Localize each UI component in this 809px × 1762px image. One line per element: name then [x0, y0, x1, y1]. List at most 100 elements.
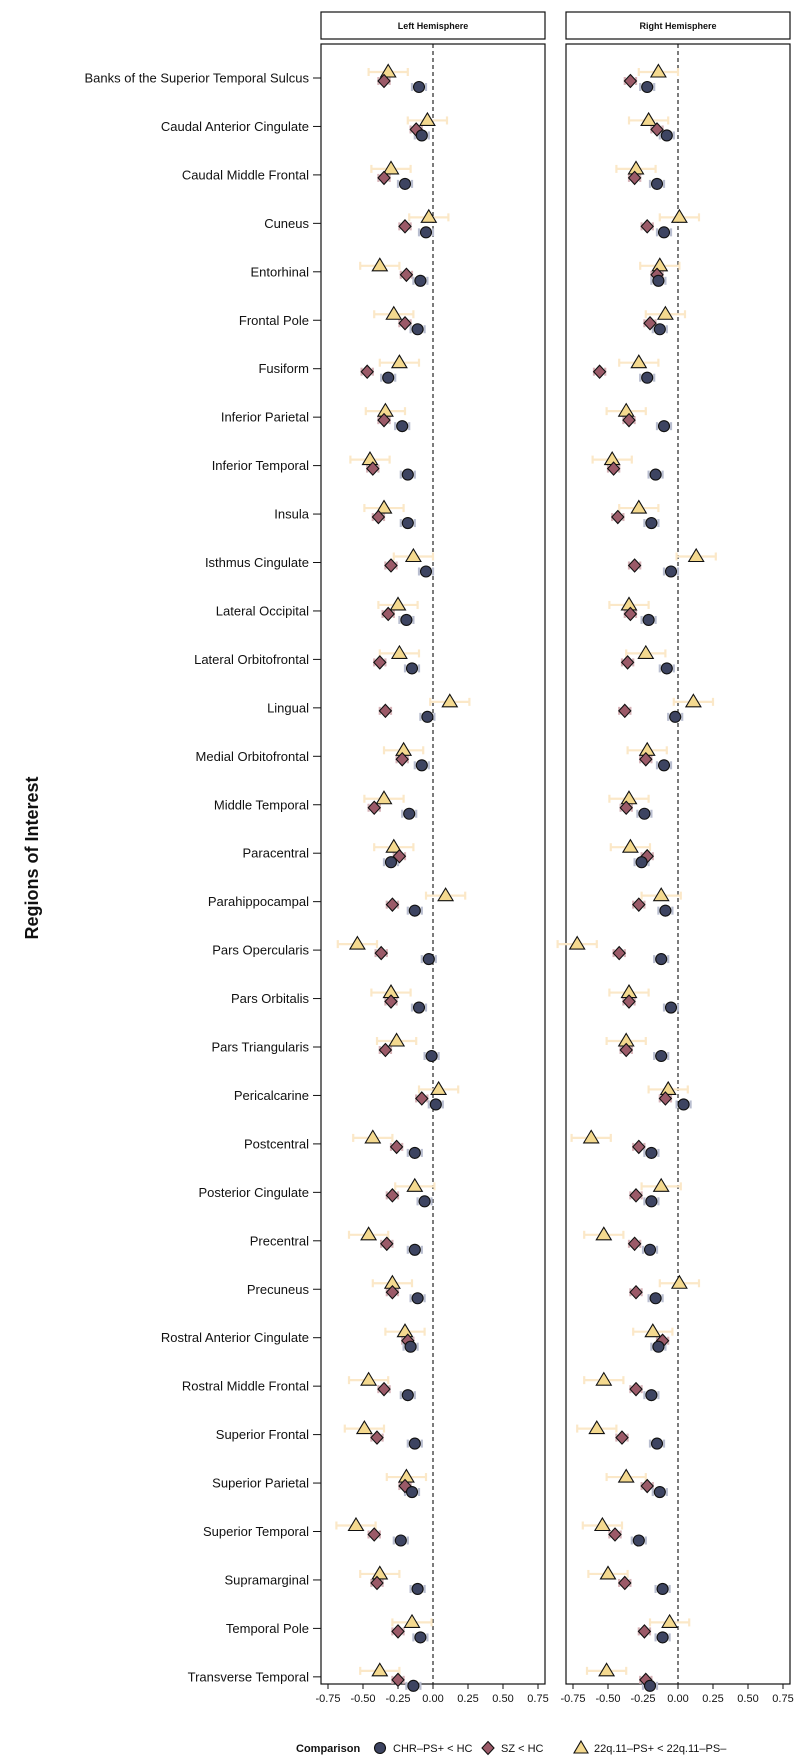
point-22q [430, 1080, 448, 1095]
point-22q [582, 1129, 600, 1144]
point-sz [632, 897, 646, 912]
point-chr-ps [412, 1001, 426, 1014]
point-22q [652, 1177, 670, 1192]
point-chr-ps [650, 1437, 664, 1450]
point-sz [398, 315, 412, 331]
point-22q [617, 402, 635, 417]
region-label: Pars Triangularis [211, 1040, 309, 1055]
point-chr-ps [653, 1486, 666, 1499]
point-chr-ps [664, 565, 678, 578]
region-label: Supramarginal [224, 1572, 309, 1587]
point-sz [623, 606, 638, 622]
point-sz [627, 558, 642, 573]
region-label: Temporal Pole [226, 1621, 309, 1636]
region-label: Pars Opercularis [212, 943, 309, 958]
point-22q [371, 1565, 389, 1580]
region-label: Insula [274, 507, 309, 522]
point-sz [398, 219, 412, 234]
point-chr-ps [415, 129, 428, 142]
point-chr-ps [418, 1195, 431, 1208]
point-chr-ps [657, 226, 671, 239]
point-chr-ps [660, 129, 673, 142]
point-sz [627, 170, 642, 186]
region-label: Caudal Anterior Cingulate [161, 119, 309, 134]
point-chr-ps [642, 613, 655, 627]
point-sz [377, 170, 391, 186]
point-22q [621, 838, 639, 853]
point-chr-ps [401, 516, 414, 530]
point-22q [395, 741, 413, 756]
point-sz [623, 73, 638, 89]
point-sz [385, 1188, 400, 1203]
x-tick-label: 0.25 [702, 1693, 723, 1705]
point-22q [364, 1129, 382, 1144]
point-sz [367, 800, 381, 816]
point-chr-ps [419, 565, 433, 578]
point-chr-ps [408, 1437, 421, 1450]
point-sz [612, 945, 626, 961]
point-sz [592, 364, 607, 380]
point-chr-ps [408, 1243, 421, 1256]
legend-circle-icon [373, 1741, 387, 1755]
x-tick-label: 0.00 [422, 1693, 443, 1705]
point-chr-ps [404, 1340, 417, 1353]
region-label: Parahippocampal [208, 894, 309, 909]
x-tick-label: 0.75 [772, 1693, 793, 1705]
point-sz [399, 267, 414, 283]
point-chr-ps [652, 274, 665, 287]
region-label: Paracentral [243, 846, 310, 861]
point-chr-ps [656, 1582, 669, 1595]
point-sz [619, 800, 633, 816]
point-sz [384, 994, 398, 1009]
region-label: Cuneus [264, 216, 309, 231]
region-label: Medial Orbitofrontal [196, 749, 310, 764]
point-chr-ps [384, 856, 398, 869]
point-22q [638, 741, 656, 756]
point-chr-ps [645, 516, 658, 530]
x-tick-label: 0.50 [492, 1693, 513, 1705]
point-chr-ps [411, 323, 424, 336]
point-chr-ps [411, 1292, 424, 1305]
point-sz [627, 1236, 642, 1252]
point-chr-ps [677, 1098, 690, 1111]
region-label: Inferior Parietal [221, 410, 309, 425]
x-tick-label: -0.25 [385, 1693, 410, 1705]
point-sz [378, 703, 393, 719]
point-22q [687, 547, 705, 563]
y-axis-title: Regions of Interest [22, 776, 42, 939]
point-22q [396, 1323, 414, 1338]
point-22q [420, 208, 438, 223]
point-22q [649, 63, 667, 78]
point-sz [640, 1478, 654, 1494]
point-sz [367, 1527, 381, 1542]
point-22q [640, 111, 658, 126]
region-label: Fusiform [258, 361, 309, 376]
point-22q [355, 1420, 373, 1435]
strip-box [320, 11, 546, 40]
point-22q [360, 1371, 378, 1386]
region-label: Superior Parietal [212, 1476, 309, 1491]
panel-right-hemisphere: Right Hemisphere -0.75 -0.50 -0.25 0.00 0.25 0… [556, 11, 794, 1705]
point-sz [377, 1381, 391, 1397]
point-22q [670, 1274, 688, 1289]
point-22q [627, 160, 645, 175]
point-chr-ps [403, 807, 416, 820]
point-chr-ps [641, 80, 654, 94]
point-22q [361, 451, 379, 466]
point-sz [643, 315, 657, 331]
point-22q [637, 644, 655, 659]
point-22q [371, 1662, 389, 1677]
point-22q [644, 1323, 662, 1338]
legend: Comparison CHR–PS+ < HC SZ < HC 22q.11–PS+ … [296, 1739, 727, 1756]
region-label: Lateral Orbitofrontal [194, 652, 309, 667]
point-sz [370, 1575, 384, 1591]
point-chr-ps [649, 1292, 662, 1305]
point-chr-ps [645, 1195, 658, 1208]
point-sz [611, 509, 625, 525]
point-22q [588, 1420, 606, 1435]
point-chr-ps [653, 323, 666, 336]
point-chr-ps [656, 1631, 669, 1644]
point-chr-ps [401, 1389, 414, 1402]
region-label: Posterior Cingulate [198, 1185, 309, 1200]
